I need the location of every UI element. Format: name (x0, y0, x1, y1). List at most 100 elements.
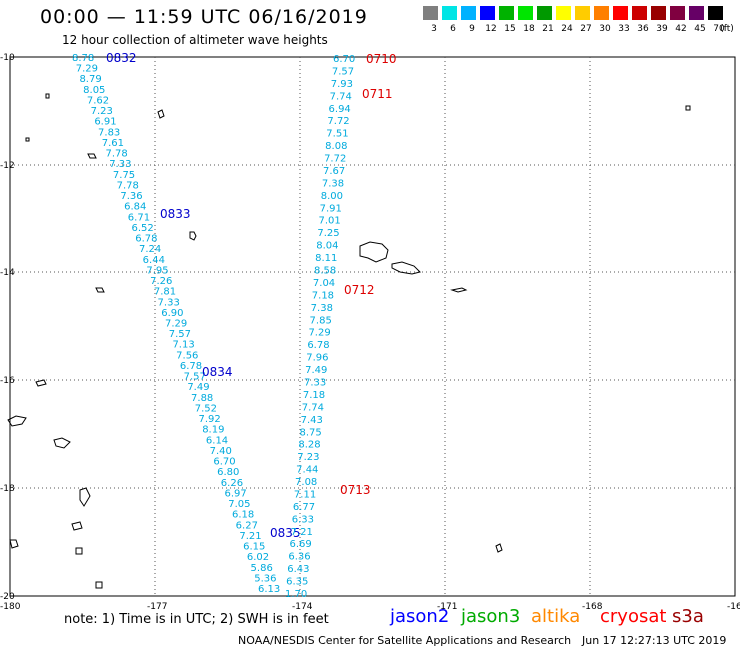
wave-height-label: 6.77 (293, 502, 315, 513)
island-fiji-6 (9, 539, 19, 549)
wave-height-label: 8.79 (79, 74, 101, 85)
wave-height-label: 6.27 (236, 520, 258, 531)
scale-swatch (556, 6, 571, 20)
satellite-jason2: jason2 (390, 606, 450, 627)
wave-height-label: 7.57 (184, 372, 206, 383)
lon-tick-label: -180 (0, 602, 21, 612)
wave-height-label: 6.43 (287, 564, 309, 575)
island-small-e (157, 109, 165, 119)
pass-time-label: 0713 (340, 483, 371, 497)
wave-height-label: 6.52 (132, 223, 154, 234)
wave-height-label: 7.04 (313, 278, 335, 289)
wave-height-label: 7.38 (311, 303, 333, 314)
satellite-altika: altika (531, 606, 581, 627)
wave-height-label: 7.23 (297, 452, 319, 463)
wave-height-label: 7.43 (301, 415, 323, 426)
map-frame (9, 56, 736, 597)
wave-height-label: 6.84 (124, 202, 146, 213)
footnote: note: 1) Time is in UTC; 2) SWH is in fe… (64, 612, 329, 627)
scale-label: 45 (694, 24, 706, 34)
wave-height-label: 6.15 (243, 542, 265, 553)
scale-swatch (442, 6, 457, 20)
scale-label: 70 (713, 24, 725, 34)
wave-height-label: 7.49 (187, 382, 209, 393)
scale-swatch (480, 6, 495, 20)
wave-height-label: 8.05 (83, 85, 105, 96)
wave-height-label: 7.33 (109, 159, 131, 170)
wave-height-label: 7.61 (102, 138, 124, 149)
wave-height-label: 7.38 (322, 178, 344, 189)
wave-height-label: 7.96 (306, 353, 328, 364)
lon-tick-label: -174 (292, 602, 313, 612)
island-small-d (495, 543, 503, 553)
wave-height-label: 7.67 (323, 166, 345, 177)
scale-swatch (632, 6, 647, 20)
pass-time-label: 0710 (366, 52, 397, 66)
island-fiji-4 (71, 521, 83, 531)
island-east-1 (685, 105, 691, 111)
scale-swatch (689, 6, 704, 20)
wave-height-label: 8.19 (202, 425, 224, 436)
island-east-3 (25, 137, 30, 142)
scale-label: 36 (637, 24, 649, 34)
island-small-c (450, 287, 468, 293)
wave-height-label: 7.24 (139, 244, 161, 255)
wave-height-label: 1.70 (285, 589, 307, 600)
island-samoa-savaii (359, 241, 389, 263)
wave-height-label: 7.26 (150, 276, 172, 287)
wave-height-label: 6.94 (329, 104, 351, 115)
scale-label: 6 (450, 24, 456, 34)
wave-height-label: 7.13 (172, 340, 194, 351)
wave-height-label: 7.78 (105, 149, 127, 160)
wave-height-label: 6.70 (333, 54, 355, 65)
satellite-cryosat: cryosat (600, 606, 667, 627)
wave-height-label: 7.85 (310, 315, 332, 326)
wave-height-label: 7.05 (228, 499, 250, 510)
lat-tick-label: -20 (0, 592, 15, 602)
wave-height-label: 7.57 (169, 329, 191, 340)
scale-label: 33 (618, 24, 630, 34)
scale-label: 27 (580, 24, 592, 34)
scale-unit: (ft) (720, 24, 734, 34)
pass-time-label: 0712 (344, 283, 375, 297)
wave-height-label: 7.21 (291, 527, 313, 538)
wave-height-label: 7.95 (146, 265, 168, 276)
wave-height-label: 7.23 (91, 106, 113, 117)
lat-tick-label: -12 (0, 161, 15, 171)
wave-height-label: 6.80 (217, 467, 239, 478)
lon-tick-label: -16 (727, 602, 740, 612)
wave-height-label: 7.74 (302, 402, 324, 413)
wave-height-label: 7.91 (320, 203, 342, 214)
wave-height-label: 6.97 (225, 488, 247, 499)
scale-label: 24 (561, 24, 573, 34)
wave-height-label: 6.71 (128, 212, 150, 223)
scale-swatch (518, 6, 533, 20)
scale-label: 3 (431, 24, 437, 34)
wave-height-label: 8.58 (314, 266, 336, 277)
scale-swatch (670, 6, 685, 20)
wave-height-label: 7.33 (304, 377, 326, 388)
scale-swatch (461, 6, 476, 20)
wave-height-label: 7.75 (113, 170, 135, 181)
wave-height-label: 7.72 (324, 154, 346, 165)
wave-height-label: 6.70 (213, 457, 235, 468)
wave-height-label: 7.57 (332, 66, 354, 77)
scale-label: 18 (523, 24, 535, 34)
wave-height-label: 7.18 (303, 390, 325, 401)
wave-height-label: 7.18 (312, 290, 334, 301)
wave-height-label: 8.08 (325, 141, 347, 152)
wave-height-label: 6.14 (206, 435, 228, 446)
wave-height-label: 7.49 (305, 365, 327, 376)
scale-label: 15 (504, 24, 516, 34)
wave-height-label: 7.74 (330, 91, 352, 102)
wave-height-label: 6.02 (247, 552, 269, 563)
track-west-labels: 8.787.298.798.057.627.236.917.837.617.78… (72, 51, 301, 595)
island-fiji-1 (7, 415, 27, 427)
lon-tick-label: -171 (437, 602, 457, 612)
wave-height-label: 7.81 (154, 287, 176, 298)
islands (7, 93, 691, 589)
credit-line: NOAA/NESDIS Center for Satellite Applica… (238, 634, 572, 647)
pass-time-label: 0832 (106, 51, 137, 65)
island-fiji-3 (79, 487, 91, 507)
axis-tick-labels: -10 -12 -14 -16 -18 -20-180 -177 -174 -171 -168 -1… (0, 53, 740, 612)
